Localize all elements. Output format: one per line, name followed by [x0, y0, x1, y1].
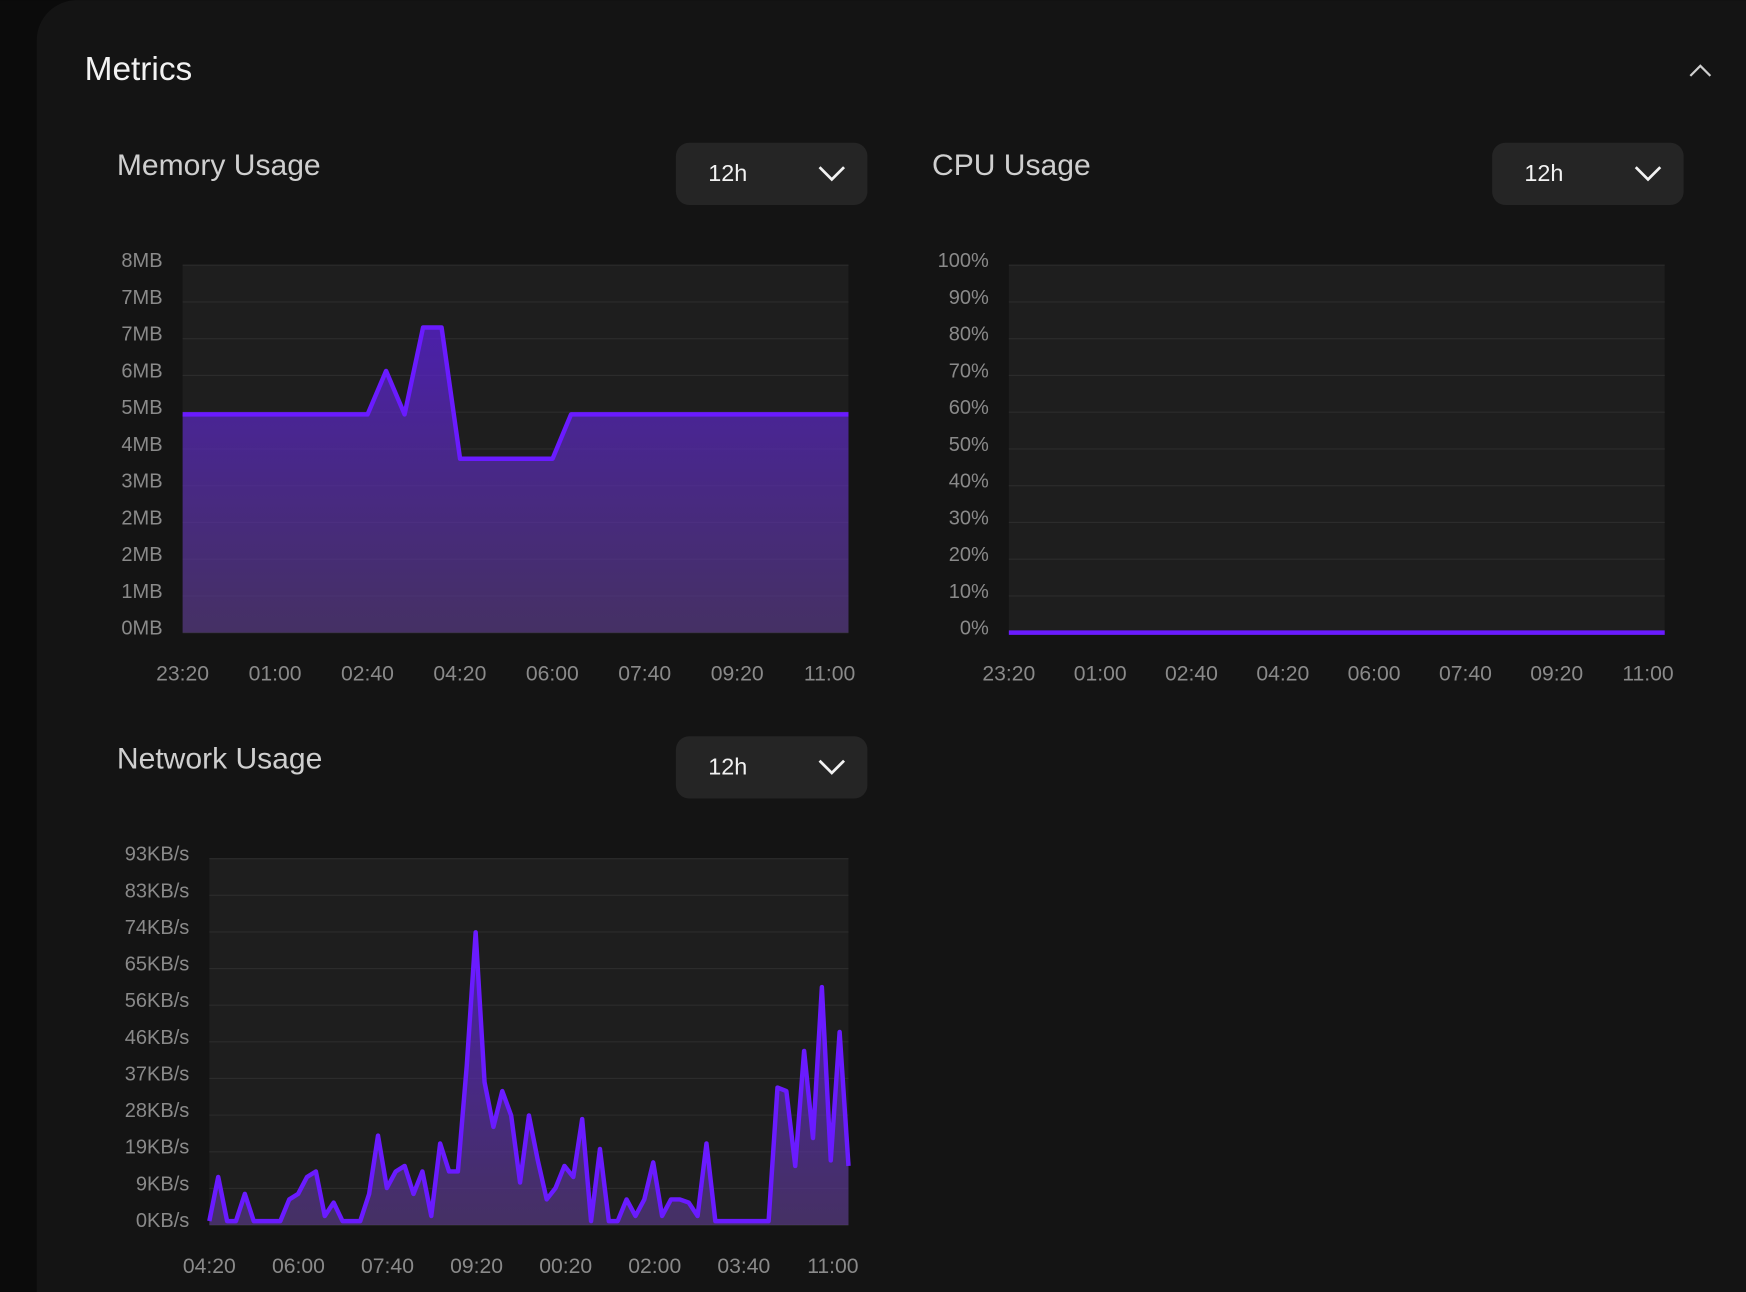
- range-value: 12h: [708, 754, 747, 780]
- x-tick-label: 07:40: [1439, 663, 1492, 686]
- y-tick-label: 3MB: [121, 471, 162, 493]
- x-tick-label: 01:00: [249, 663, 302, 686]
- y-tick-label: 0KB/s: [136, 1210, 189, 1232]
- range-value: 12h: [1524, 160, 1563, 186]
- x-tick-label: 09:20: [1530, 663, 1583, 686]
- chart-title: CPU Usage: [932, 149, 1091, 182]
- chart-title: Network Usage: [117, 743, 322, 776]
- x-tick-label: 02:40: [1165, 663, 1218, 686]
- y-tick-label: 0%: [960, 618, 989, 640]
- x-tick-label: 06:00: [526, 663, 579, 686]
- y-tick-label: 100%: [938, 250, 989, 272]
- x-tick-label: 11:00: [804, 663, 855, 686]
- x-tick-label: 07:40: [618, 663, 671, 686]
- x-tick-label: 02:40: [341, 663, 394, 686]
- series-line: [207, 930, 851, 1224]
- y-tick-label: 2MB: [121, 507, 162, 529]
- y-tick-label: 74KB/s: [125, 917, 190, 939]
- y-tick-label: 8MB: [121, 250, 162, 272]
- y-tick-label: 9KB/s: [136, 1173, 189, 1195]
- x-tick-label: 04:20: [1256, 663, 1309, 686]
- x-tick-label: 11:00: [807, 1255, 858, 1278]
- range-dropdown[interactable]: [675, 142, 868, 206]
- y-tick-label: 1MB: [121, 581, 162, 603]
- dropdown-chevron: [1634, 166, 1662, 182]
- section-title: Metrics: [85, 51, 193, 88]
- x-tick-label: 06:00: [272, 1255, 325, 1278]
- y-tick-label: 56KB/s: [125, 990, 190, 1012]
- x-tick-label: 09:20: [450, 1255, 503, 1278]
- series-line: [182, 325, 849, 461]
- y-tick-label: 50%: [949, 434, 989, 456]
- y-tick-label: 0MB: [121, 618, 162, 640]
- y-tick-label: 6MB: [121, 360, 162, 382]
- y-tick-label: 7MB: [121, 324, 162, 346]
- y-tick-label: 80%: [949, 324, 989, 346]
- y-tick-label: 2MB: [121, 544, 162, 566]
- x-tick-label: 04:20: [433, 663, 486, 686]
- collapse-button[interactable]: [1689, 64, 1712, 77]
- y-tick-label: 19KB/s: [125, 1137, 190, 1159]
- y-tick-label: 10%: [949, 581, 989, 603]
- y-tick-label: 5MB: [121, 397, 162, 419]
- x-tick-label: 01:00: [1074, 663, 1127, 686]
- y-tick-label: 7MB: [121, 287, 162, 309]
- y-tick-label: 40%: [949, 471, 989, 493]
- y-tick-label: 37KB/s: [125, 1063, 190, 1085]
- x-tick-label: 03:40: [717, 1255, 770, 1278]
- y-tick-label: 83KB/s: [125, 880, 190, 902]
- range-value: 12h: [708, 160, 747, 186]
- chart-title: Memory Usage: [117, 149, 321, 182]
- x-tick-label: 04:20: [183, 1255, 236, 1278]
- x-tick-label: 00:20: [539, 1255, 592, 1278]
- dropdown-chevron: [818, 759, 846, 775]
- x-tick-label: 09:20: [711, 663, 764, 686]
- y-tick-label: 90%: [949, 287, 989, 309]
- area-fill: [209, 932, 849, 1226]
- area-fill: [182, 327, 849, 633]
- x-tick-label: 23:20: [156, 663, 209, 686]
- y-tick-label: 28KB/s: [125, 1100, 190, 1122]
- x-tick-label: 23:20: [982, 663, 1035, 686]
- y-tick-label: 4MB: [121, 434, 162, 456]
- y-tick-label: 93KB/s: [125, 844, 190, 866]
- range-dropdown[interactable]: [675, 736, 868, 799]
- y-tick-label: 20%: [949, 544, 989, 566]
- x-tick-label: 02:00: [628, 1255, 681, 1278]
- y-tick-label: 46KB/s: [125, 1027, 190, 1049]
- y-tick-label: 30%: [949, 507, 989, 529]
- x-tick-label: 11:00: [1622, 663, 1673, 686]
- y-tick-label: 65KB/s: [125, 954, 190, 976]
- x-tick-label: 07:40: [361, 1255, 414, 1278]
- y-tick-label: 60%: [949, 397, 989, 419]
- y-tick-label: 70%: [949, 360, 989, 382]
- x-tick-label: 06:00: [1348, 663, 1401, 686]
- range-dropdown[interactable]: [1492, 142, 1684, 206]
- dropdown-chevron: [818, 166, 846, 182]
